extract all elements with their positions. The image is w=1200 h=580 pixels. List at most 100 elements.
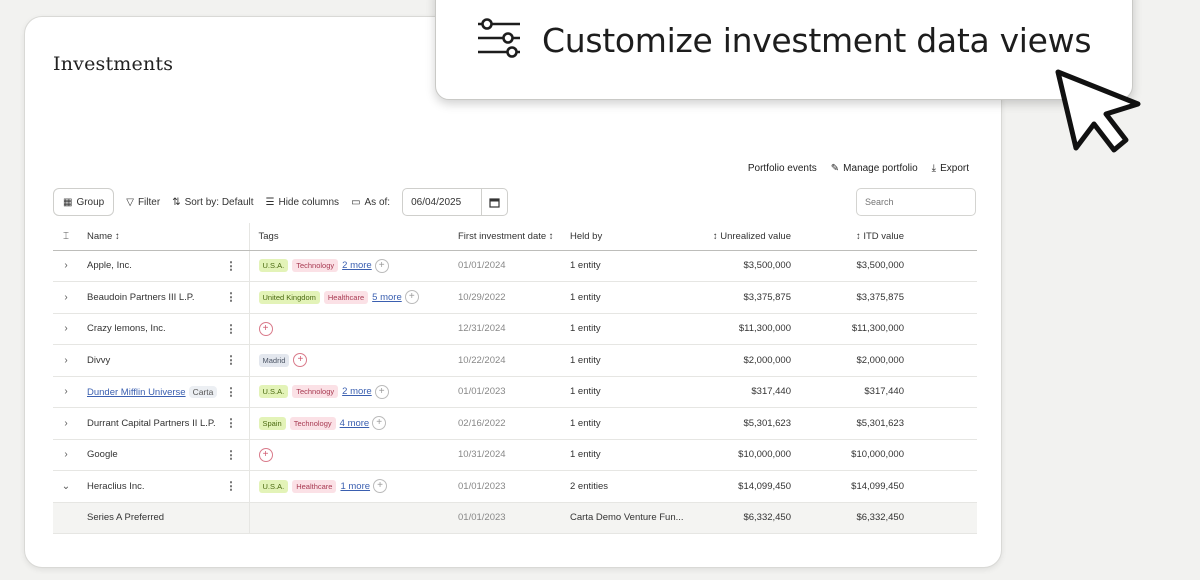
investment-name: Durrant Capital Partners II L.P. [87,417,216,429]
chevron-right-icon[interactable]: › [53,281,79,314]
chevron-right-icon[interactable]: › [53,250,79,282]
unrealized-value: $2,000,000 [684,344,791,377]
row-tags-cell: United Kingdom Healthcare 5 more + [249,281,450,314]
add-tag-icon[interactable]: + [374,384,389,399]
col-unrealized-header[interactable]: ↕ Unrealized value [684,223,791,251]
table-row[interactable]: › Dunder Mifflin Universe Carta ⋮ U.S.A. Tech… [53,376,977,408]
row-menu-icon[interactable]: ⋮ [225,386,237,399]
held-by: 1 entity [562,250,684,282]
columns-icon: ☰ [265,196,275,208]
row-menu-icon[interactable]: ⋮ [225,291,237,304]
sort-label: Sort by: Default [184,196,254,208]
search-input[interactable] [856,188,976,216]
more-tags-link[interactable]: 1 more [340,480,371,492]
sort-button[interactable]: ⇅ Sort by: Default [172,197,253,208]
add-tag-icon[interactable]: + [373,479,388,494]
row-menu-icon[interactable]: ⋮ [225,354,237,367]
group-label: Group [76,196,105,208]
filter-button[interactable]: ▽ Filter [126,197,160,208]
table-row[interactable]: Series A Preferred 01/01/2023 Carta Demo V… [53,502,977,534]
investment-name: Apple, Inc. [87,260,132,272]
table-row[interactable]: › Divvy ⋮ Madrid +10/22/2024 1 entity $2,000,0… [53,344,977,377]
col-itd-header[interactable]: ↕ ITD value [791,223,904,251]
table-row[interactable]: › Crazy lemons, Inc. ⋮ +12/31/2024 1 entity $… [53,313,977,345]
more-tags-link[interactable]: 2 more [342,386,372,398]
table-row[interactable]: › Apple, Inc. ⋮ U.S.A. Technology 2 more +01/0… [53,250,977,282]
table-row[interactable]: › Beaudoin Partners III L.P. ⋮ United Kingd… [53,281,977,314]
first-investment-date: 12/31/2024 [450,313,562,345]
itd-value: $6,332,450 [791,502,904,534]
as-of-date-value[interactable]: 06/04/2025 [411,196,462,208]
table-row[interactable]: ⌄ Heraclius Inc. ⋮ U.S.A. Healthcare 1 more +0… [53,470,977,503]
chevron-right-icon[interactable]: › [53,407,79,440]
row-name-cell: Series A Preferred [79,502,250,534]
table-row[interactable]: › Google ⋮ +10/31/2024 1 entity $10,000,000 $1… [53,439,977,471]
investment-name[interactable]: Dunder Mifflin Universe [87,386,186,398]
col-held-by-header: Held by [562,223,684,251]
col-name-header[interactable]: Name ↕ [79,223,250,251]
portfolio-events-link[interactable]: Portfolio events [747,163,817,174]
more-tags-link[interactable]: 5 more [372,291,402,303]
investment-name: Heraclius Inc. [87,480,145,492]
add-tag-icon[interactable]: + [404,290,419,305]
add-tag-icon[interactable]: + [258,321,273,336]
held-by: 2 entities [562,470,684,503]
col-first-date-header[interactable]: First investment date ↕ [450,223,562,251]
group-button[interactable]: ▦ Group [53,188,115,216]
col-tags-header: Tags [249,223,450,251]
itd-value: $10,000,000 [791,439,904,471]
chevron-right-icon[interactable]: › [53,376,79,408]
more-tags-link[interactable]: 2 more [342,260,372,272]
held-by: Carta Demo Venture Fun... [562,502,684,534]
row-name-cell: Durrant Capital Partners II L.P. ⋮ [79,407,250,440]
add-tag-icon[interactable]: + [372,416,387,431]
row-tags-cell: U.S.A. Healthcare 1 more + [249,470,450,503]
table-row[interactable]: › Durrant Capital Partners II L.P. ⋮ Spain T… [53,407,977,440]
chevron-right-icon[interactable]: › [53,313,79,345]
download-icon: ⤓ [931,163,937,174]
chevron-right-icon[interactable]: › [53,439,79,471]
investment-name: Google [87,449,118,461]
cursor-pointer-icon [1055,69,1141,153]
add-tag-icon[interactable]: + [374,258,389,273]
row-name-cell: Dunder Mifflin Universe Carta ⋮ [79,376,250,408]
carta-badge: Carta [188,385,218,398]
row-name-cell: Crazy lemons, Inc. ⋮ [79,313,250,345]
row-name-cell: Apple, Inc. ⋮ [79,250,250,282]
toolbar: ▦ Group ▽ Filter ⇅ Sort by: Default ☰ Hi… [53,188,509,216]
expand-all-icon[interactable]: ⌶ [53,223,79,251]
itd-value: $5,301,623 [791,407,904,440]
first-investment-date: 01/01/2023 [450,376,562,408]
row-tags-cell [249,502,450,534]
hide-columns-label: Hide columns [278,196,340,208]
row-name-cell: Google ⋮ [79,439,250,471]
as-of-label: ▭ As of: [351,197,390,208]
row-menu-icon[interactable]: ⋮ [225,480,237,493]
as-of-date-picker[interactable]: 06/04/2025 [402,188,509,216]
first-investment-date: 01/01/2023 [450,470,562,503]
chevron-down-icon[interactable]: ⌄ [53,470,79,503]
add-tag-icon[interactable]: + [293,353,308,368]
row-menu-icon[interactable]: ⋮ [225,449,237,462]
row-menu-icon[interactable]: ⋮ [225,417,237,430]
tag-badge: Technology [292,259,339,273]
page-title: Investments [53,53,174,75]
chevron-right-icon[interactable]: › [53,344,79,377]
tag-badge: Madrid [258,353,290,367]
row-menu-icon[interactable]: ⋮ [225,260,237,273]
sort-icon: ⇅ [172,196,181,208]
more-tags-link[interactable]: 4 more [339,417,370,429]
row-menu-icon[interactable]: ⋮ [225,323,237,336]
row-tags-cell: Madrid + [249,344,450,377]
unrealized-value: $3,500,000 [684,250,791,282]
filter-label: Filter [137,196,161,208]
manage-portfolio-link[interactable]: ✎ Manage portfolio [831,163,918,174]
hide-columns-button[interactable]: ☰ Hide columns [266,197,340,208]
first-investment-date: 02/16/2022 [450,407,562,440]
held-by: 1 entity [562,344,684,377]
filter-icon: ▽ [126,196,134,208]
calendar-button[interactable] [481,189,507,215]
add-tag-icon[interactable]: + [258,447,273,462]
first-investment-date: 10/22/2024 [450,344,562,377]
export-button[interactable]: ⤓ Export [932,163,969,174]
